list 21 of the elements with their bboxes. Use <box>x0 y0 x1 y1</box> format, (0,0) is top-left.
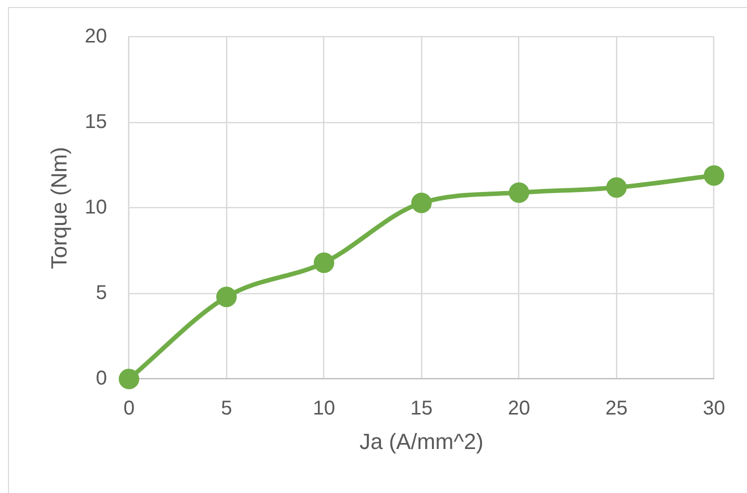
point <box>508 182 530 203</box>
x-tick-label: 15 <box>410 398 433 420</box>
x-tick-label: 30 <box>702 398 726 420</box>
point <box>606 177 627 198</box>
y-axis-title: Torque (Nm) <box>46 146 72 270</box>
point <box>118 368 140 390</box>
y-tick-label: 10 <box>84 196 107 219</box>
x-tick-label: 10 <box>312 398 336 420</box>
x-tick-label: 5 <box>220 398 232 420</box>
y-tick-label: 5 <box>96 282 107 304</box>
y-tick-label: 20 <box>84 26 107 48</box>
y-tick-label: 15 <box>84 111 107 134</box>
x-tick-label: 20 <box>508 398 530 420</box>
x-axis-title: Ja (A/mm^2) <box>360 428 484 454</box>
point <box>216 286 237 308</box>
y-tick-label: 0 <box>96 368 107 390</box>
point <box>411 192 432 214</box>
point <box>704 165 724 186</box>
x-tick-label: 25 <box>605 398 628 420</box>
point <box>314 252 334 273</box>
x-tick-label: 0 <box>123 398 135 420</box>
